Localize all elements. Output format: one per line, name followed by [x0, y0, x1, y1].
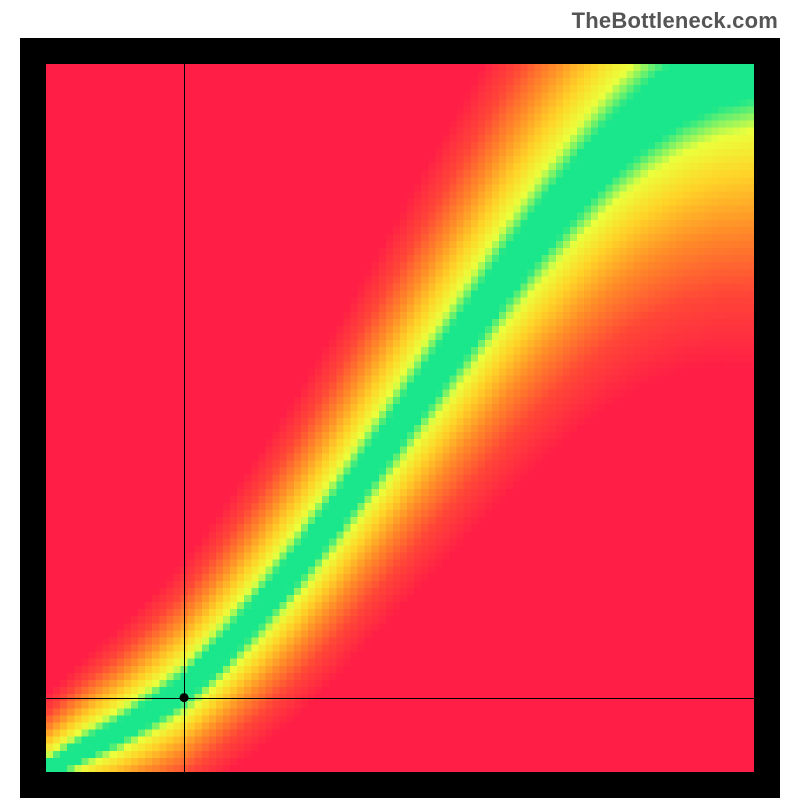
crosshair-overlay: [46, 64, 754, 772]
attribution-text: TheBottleneck.com: [572, 8, 778, 34]
plot-frame: [20, 38, 780, 798]
chart-container: { "attribution": "TheBottleneck.com", "c…: [0, 0, 800, 800]
